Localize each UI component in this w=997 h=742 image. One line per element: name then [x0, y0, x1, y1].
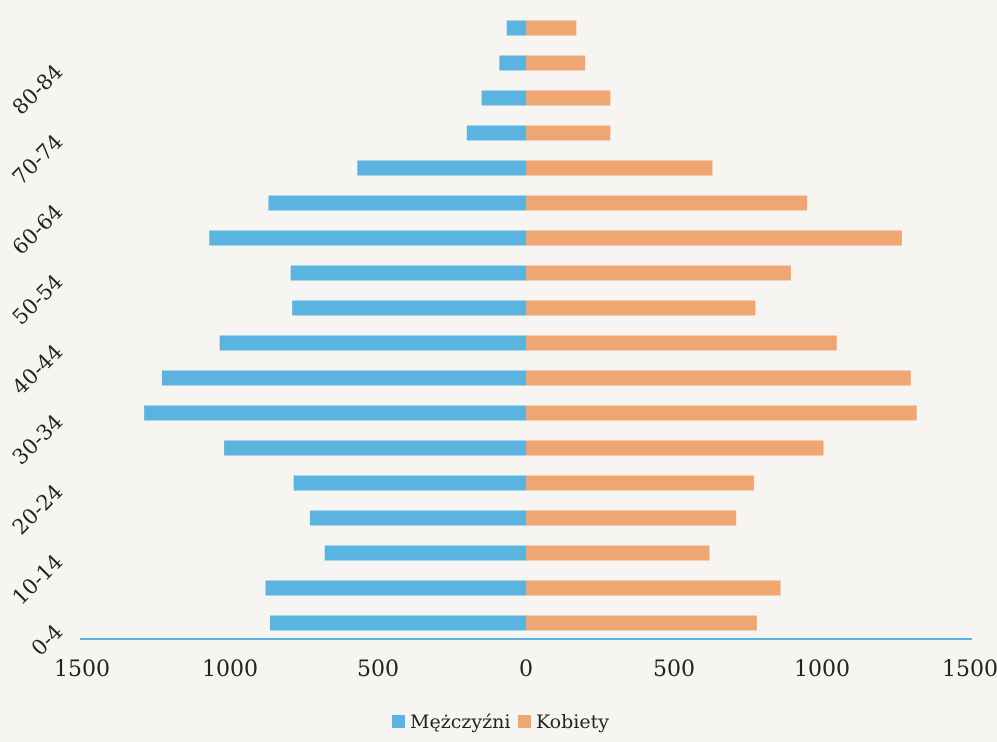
bar-85-89-mezczyzni: [506, 20, 526, 36]
bar-85-89-kobiety: [526, 20, 577, 36]
legend-swatch: [392, 715, 405, 728]
x-tick-label: 1000: [794, 657, 850, 682]
bar-5-9-kobiety: [526, 580, 781, 596]
bar-30-34-mezczyzni: [144, 405, 526, 421]
bar-55-59-mezczyzni: [209, 230, 526, 246]
bar-80-84-mezczyzni: [499, 55, 526, 71]
bar-20-24-kobiety: [526, 475, 754, 491]
bar-70-74-mezczyzni: [466, 125, 526, 141]
bar-35-39-mezczyzni: [161, 370, 527, 386]
bar-55-59-kobiety: [526, 230, 902, 246]
bar-75-79-mezczyzni: [481, 90, 526, 106]
bar-25-29-mezczyzni: [224, 440, 526, 456]
bar-40-44-mezczyzni: [219, 335, 526, 351]
bar-15-19-mezczyzni: [309, 510, 526, 526]
bar-70-74-kobiety: [526, 125, 611, 141]
x-tick-label: 1500: [54, 657, 110, 682]
bar-20-24-mezczyzni: [293, 475, 526, 491]
bar-30-34-kobiety: [526, 405, 917, 421]
x-tick-label: 500: [653, 657, 695, 682]
y-tick-label: 30-34: [8, 410, 68, 470]
bar-0-4-mezczyzni: [269, 615, 526, 631]
x-tick-labels: 1500 1000 500 0 500 1000 1500: [54, 657, 997, 682]
bar-45-49-mezczyzni: [292, 300, 526, 316]
bar-0-4-kobiety: [526, 615, 757, 631]
bar-60-64-mezczyzni: [268, 195, 526, 211]
bar-80-84-kobiety: [526, 55, 586, 71]
x-tick-label: 1000: [202, 657, 258, 682]
bar-50-54-mezczyzni: [290, 265, 526, 281]
bar-60-64-kobiety: [526, 195, 808, 211]
legend-label: Mężczyźni: [410, 711, 510, 733]
bars-layer: [144, 20, 917, 631]
bar-45-49-kobiety: [526, 300, 756, 316]
y-tick-label: 60-64: [8, 200, 68, 260]
y-tick-label: 20-24: [8, 480, 68, 540]
legend-label: Kobiety: [536, 711, 609, 733]
bar-15-19-kobiety: [526, 510, 737, 526]
y-tick-label: 50-54: [8, 270, 68, 330]
y-tick-labels: 0-4 10-14 20-24 30-34 40-44 50-54 60-64 70-74 80…: [8, 60, 68, 661]
y-tick-label: 0-4: [27, 620, 68, 661]
x-tick-label: 500: [357, 657, 399, 682]
x-tick-label: 0: [519, 657, 533, 682]
legend-swatch: [518, 715, 531, 728]
bar-10-14-kobiety: [526, 545, 710, 561]
bar-40-44-kobiety: [526, 335, 837, 351]
legend: Mężczyźni Kobiety: [392, 711, 609, 733]
bar-5-9-mezczyzni: [265, 580, 526, 596]
y-tick-label: 80-84: [8, 60, 68, 120]
y-tick-label: 40-44: [8, 340, 68, 400]
bar-10-14-mezczyzni: [324, 545, 526, 561]
bar-50-54-kobiety: [526, 265, 791, 281]
y-tick-label: 10-14: [8, 550, 68, 610]
bar-35-39-kobiety: [526, 370, 911, 386]
bar-65-69-mezczyzni: [357, 160, 526, 176]
x-tick-label: 1500: [942, 657, 997, 682]
bar-75-79-kobiety: [526, 90, 611, 106]
bar-25-29-kobiety: [526, 440, 824, 456]
y-tick-label: 70-74: [8, 130, 68, 190]
bar-65-69-kobiety: [526, 160, 713, 176]
